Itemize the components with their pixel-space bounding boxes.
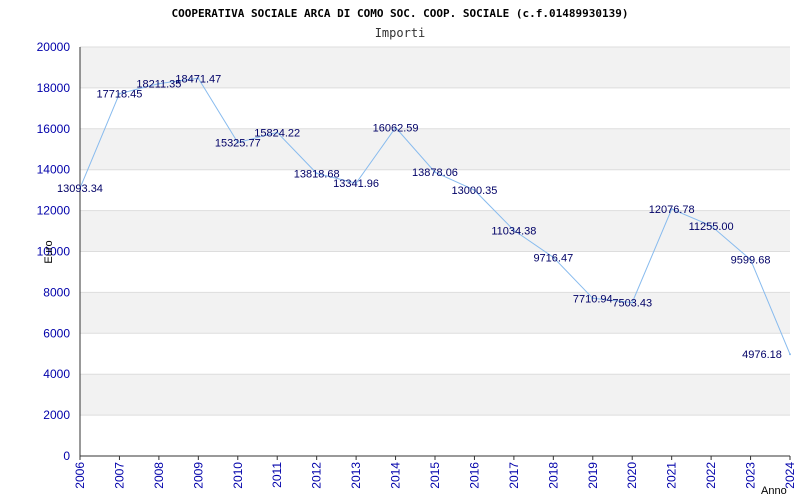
x-tick-label: 2015 [428, 462, 442, 489]
data-point [79, 187, 81, 190]
y-tick-label: 0 [63, 449, 70, 463]
plot-bands [80, 47, 790, 456]
plot-band [80, 292, 790, 334]
data-point [394, 126, 397, 129]
data-label: 7710.94 [573, 293, 613, 305]
data-label: 13000.35 [451, 185, 497, 197]
data-point [434, 171, 436, 174]
x-tick-label: 2021 [665, 462, 679, 489]
y-tick-label: 20000 [37, 40, 71, 54]
x-tick-label: 2024 [783, 462, 797, 489]
data-point [355, 182, 358, 185]
x-tick-label: 2014 [389, 462, 403, 489]
data-point [315, 172, 318, 175]
x-tick-label: 2019 [586, 462, 600, 489]
data-label: 13093.34 [57, 183, 103, 195]
x-tick-label: 2022 [704, 462, 718, 489]
data-point [749, 258, 752, 261]
x-axis-ticks: 2006 2007 2008 2009 2010 2011 2012 2013 2014 2015… [73, 456, 797, 489]
plot-band [80, 128, 790, 170]
plot-band [80, 210, 790, 252]
y-tick-label: 14000 [37, 163, 71, 177]
data-point [157, 82, 160, 85]
data-point [552, 256, 555, 259]
plot-band [80, 251, 790, 293]
data-label: 17718.45 [96, 89, 142, 101]
series-line-group [79, 77, 791, 356]
y-tick-label: 18000 [37, 81, 71, 95]
chart-subtitle: Importi [375, 26, 426, 40]
data-label: 16062.59 [373, 123, 419, 135]
y-axis-ticks: 0 2000 4000 6000 8000 10000 12000 14000 16000 180… [37, 40, 71, 463]
x-tick-label: 2017 [507, 462, 521, 489]
y-tick-label: 2000 [43, 408, 70, 422]
x-tick-label: 2020 [625, 462, 639, 489]
x-tick-label: 2010 [231, 462, 245, 489]
y-tick-label: 4000 [43, 367, 70, 381]
plot-band [80, 87, 790, 129]
y-tick-label: 16000 [37, 122, 71, 136]
data-label: 9599.68 [731, 255, 771, 267]
x-tick-label: 2023 [744, 462, 758, 489]
data-label: 12076.78 [649, 204, 695, 216]
x-tick-label: 2012 [310, 462, 324, 489]
data-label: 4976.18 [742, 349, 782, 361]
y-axis-label: Euro [43, 240, 55, 263]
x-tick-label: 2008 [152, 462, 166, 489]
data-point [512, 229, 515, 232]
x-tick-label: 2018 [546, 462, 560, 489]
plot-band [80, 415, 790, 456]
x-tick-label: 2007 [112, 462, 126, 489]
data-label: 7503.43 [612, 298, 652, 310]
data-point [631, 301, 634, 304]
x-tick-label: 2013 [349, 462, 363, 489]
data-point [789, 353, 791, 356]
x-tick-label: 2016 [467, 462, 481, 489]
data-point [670, 208, 673, 211]
x-axis-label: Anno [761, 485, 787, 497]
y-tick-label: 6000 [43, 326, 70, 340]
data-point [197, 77, 200, 80]
data-point [473, 189, 476, 192]
data-label: 18471.47 [175, 73, 221, 85]
data-label: 13818.68 [294, 168, 340, 180]
data-point [591, 297, 594, 300]
data-label: 11034.38 [491, 225, 536, 237]
data-label: 15325.77 [215, 138, 261, 150]
plot-band [80, 374, 790, 416]
data-label: 15824.22 [254, 127, 300, 139]
data-point [710, 224, 713, 227]
data-label: 11255.00 [689, 221, 734, 233]
data-label: 13878.06 [412, 167, 458, 179]
plot-band [80, 169, 790, 211]
y-tick-label: 10000 [37, 245, 71, 259]
chart-title: COOPERATIVA SOCIALE ARCA DI COMO SOC. CO… [172, 7, 629, 20]
x-tick-label: 2009 [191, 462, 205, 489]
plot-band [80, 333, 790, 375]
y-tick-label: 8000 [43, 285, 70, 299]
x-tick-label: 2006 [73, 462, 87, 489]
plot-band [80, 47, 790, 88]
data-point [118, 92, 121, 95]
data-point [276, 131, 279, 134]
data-point [236, 141, 239, 144]
x-tick-label: 2011 [270, 462, 284, 488]
data-label: 18211.35 [136, 79, 181, 91]
y-tick-label: 12000 [37, 204, 71, 218]
data-label: 13341.96 [333, 178, 379, 190]
data-label: 9716.47 [533, 252, 573, 264]
